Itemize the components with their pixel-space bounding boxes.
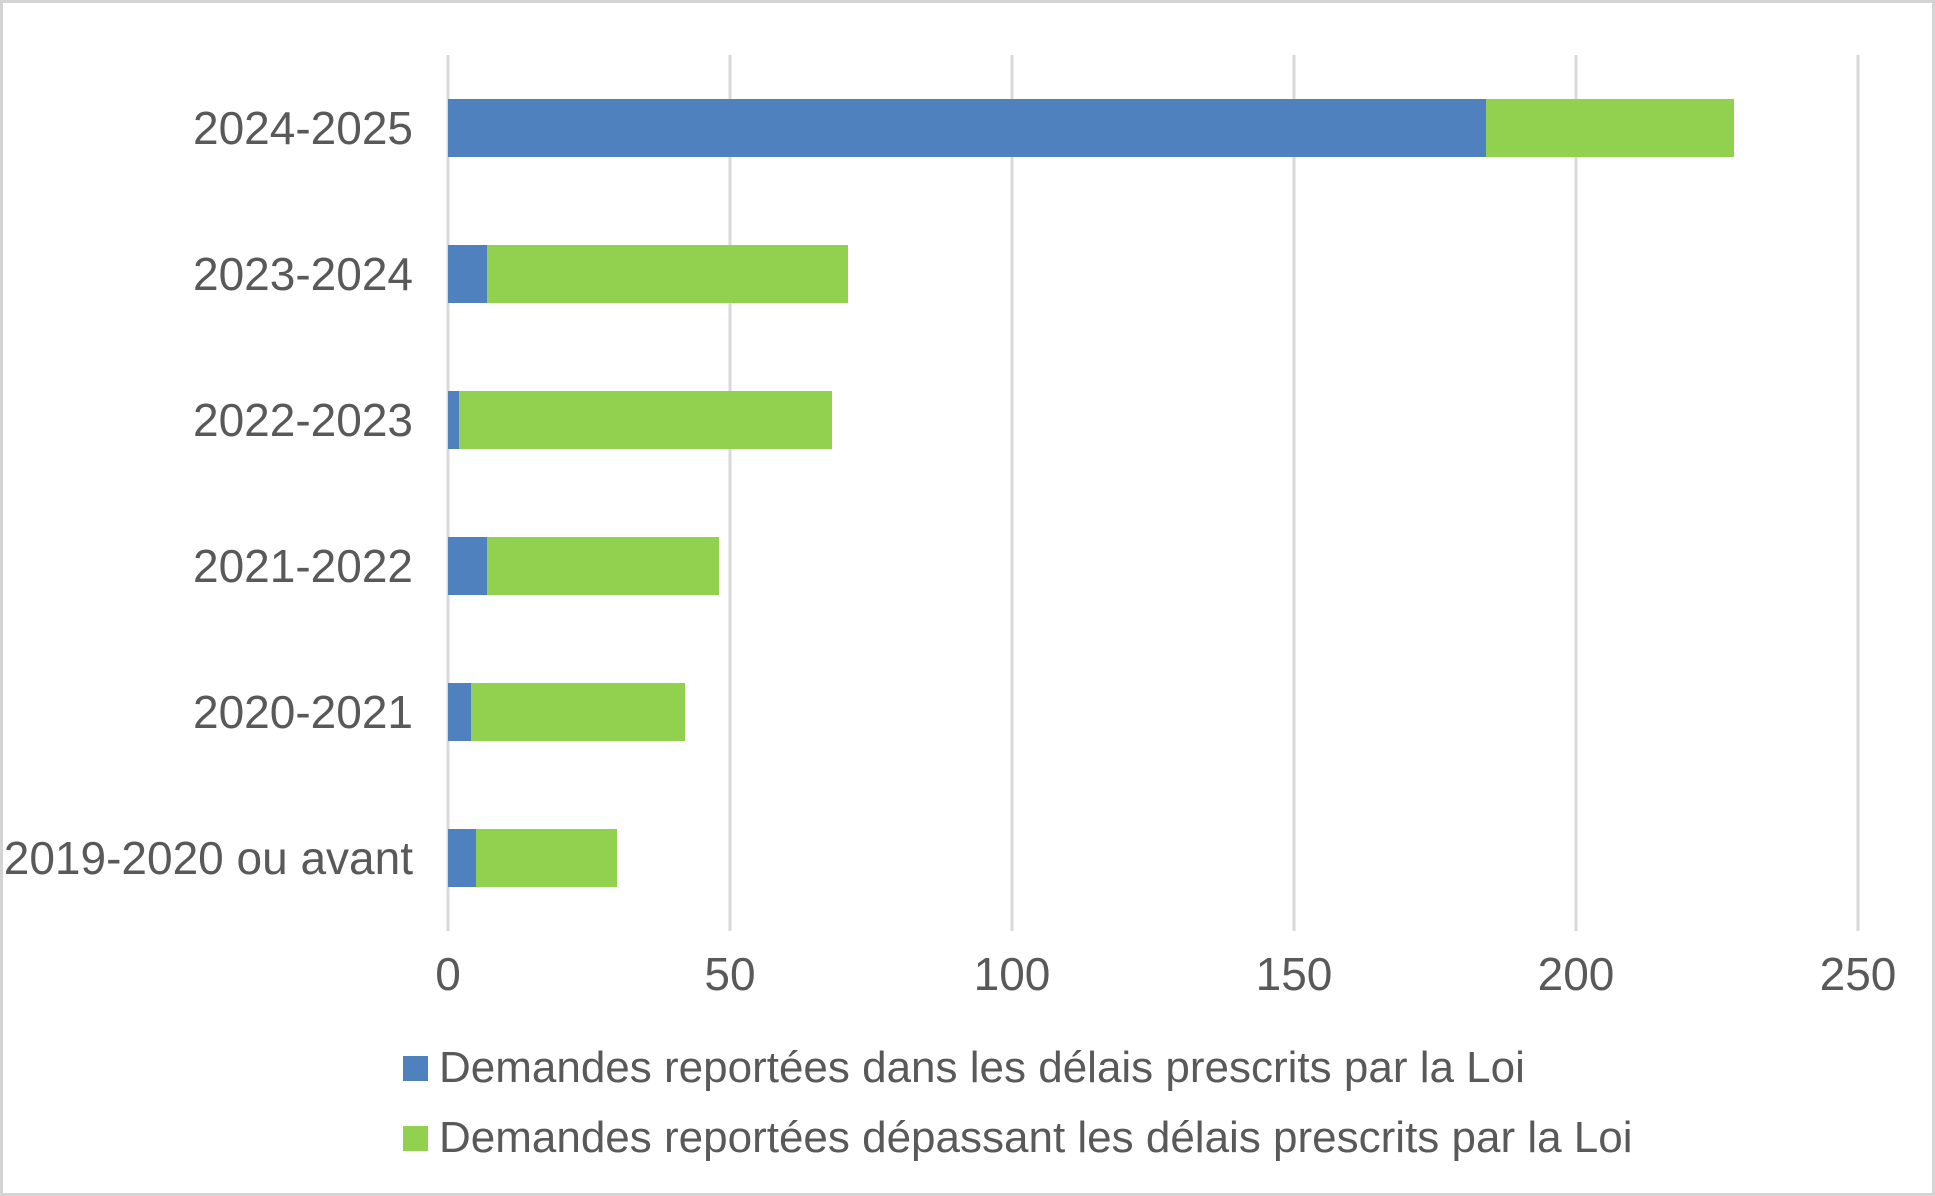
gridline (446, 55, 450, 931)
y-axis-label: 2020-2021 (193, 686, 413, 738)
y-axis-label: 2021-2022 (193, 540, 413, 592)
x-axis-tick-label: 150 (1255, 948, 1333, 1000)
gridline (1574, 55, 1578, 931)
bar-segment-2020-2021-s0 (448, 683, 471, 741)
gridline (1010, 55, 1014, 931)
legend-swatch-blue-icon (403, 1055, 428, 1081)
gridline (1856, 55, 1860, 931)
bar-segment-2021-2022-s1 (487, 537, 719, 595)
y-axis-label: 2019-2020 ou avant (3, 832, 413, 884)
legend-label-over-deadline: Demandes reportées dépassant les délais … (439, 1113, 1633, 1162)
bar-segment-2024-2025-s0 (448, 99, 1486, 157)
bar-segment-2023-2024-s0 (448, 245, 488, 303)
bar-segment-2024-2025-s1 (1485, 99, 1734, 157)
x-axis-tick-label: 100 (973, 948, 1051, 1000)
gridline (1292, 55, 1296, 931)
bar-segment-2019-2020-ou-avant-s1 (476, 829, 618, 887)
legend-item-within-deadline: Demandes reportées dans les délais presc… (403, 1043, 1525, 1093)
gridline (728, 55, 732, 931)
legend-item-over-deadline: Demandes reportées dépassant les délais … (403, 1113, 1633, 1163)
x-axis-tick-label: 0 (435, 948, 461, 1000)
bar-segment-2022-2023-s1 (459, 391, 832, 449)
x-axis-tick-label: 250 (1819, 948, 1897, 1000)
y-axis-label: 2024-2025 (193, 102, 413, 154)
bar-segment-2019-2020-ou-avant-s0 (448, 829, 477, 887)
bar-segment-2020-2021-s1 (470, 683, 685, 741)
legend-label-within-deadline: Demandes reportées dans les délais presc… (439, 1043, 1525, 1092)
legend-swatch-green-icon (403, 1125, 428, 1151)
bar-segment-2023-2024-s1 (487, 245, 849, 303)
x-axis-tick-label: 50 (704, 948, 756, 1000)
bar-segment-2022-2023-s0 (448, 391, 460, 449)
x-axis-tick-label: 200 (1537, 948, 1615, 1000)
y-axis-label: 2023-2024 (193, 248, 413, 300)
bar-segment-2021-2022-s0 (448, 537, 488, 595)
y-axis-label: 2022-2023 (193, 394, 413, 446)
